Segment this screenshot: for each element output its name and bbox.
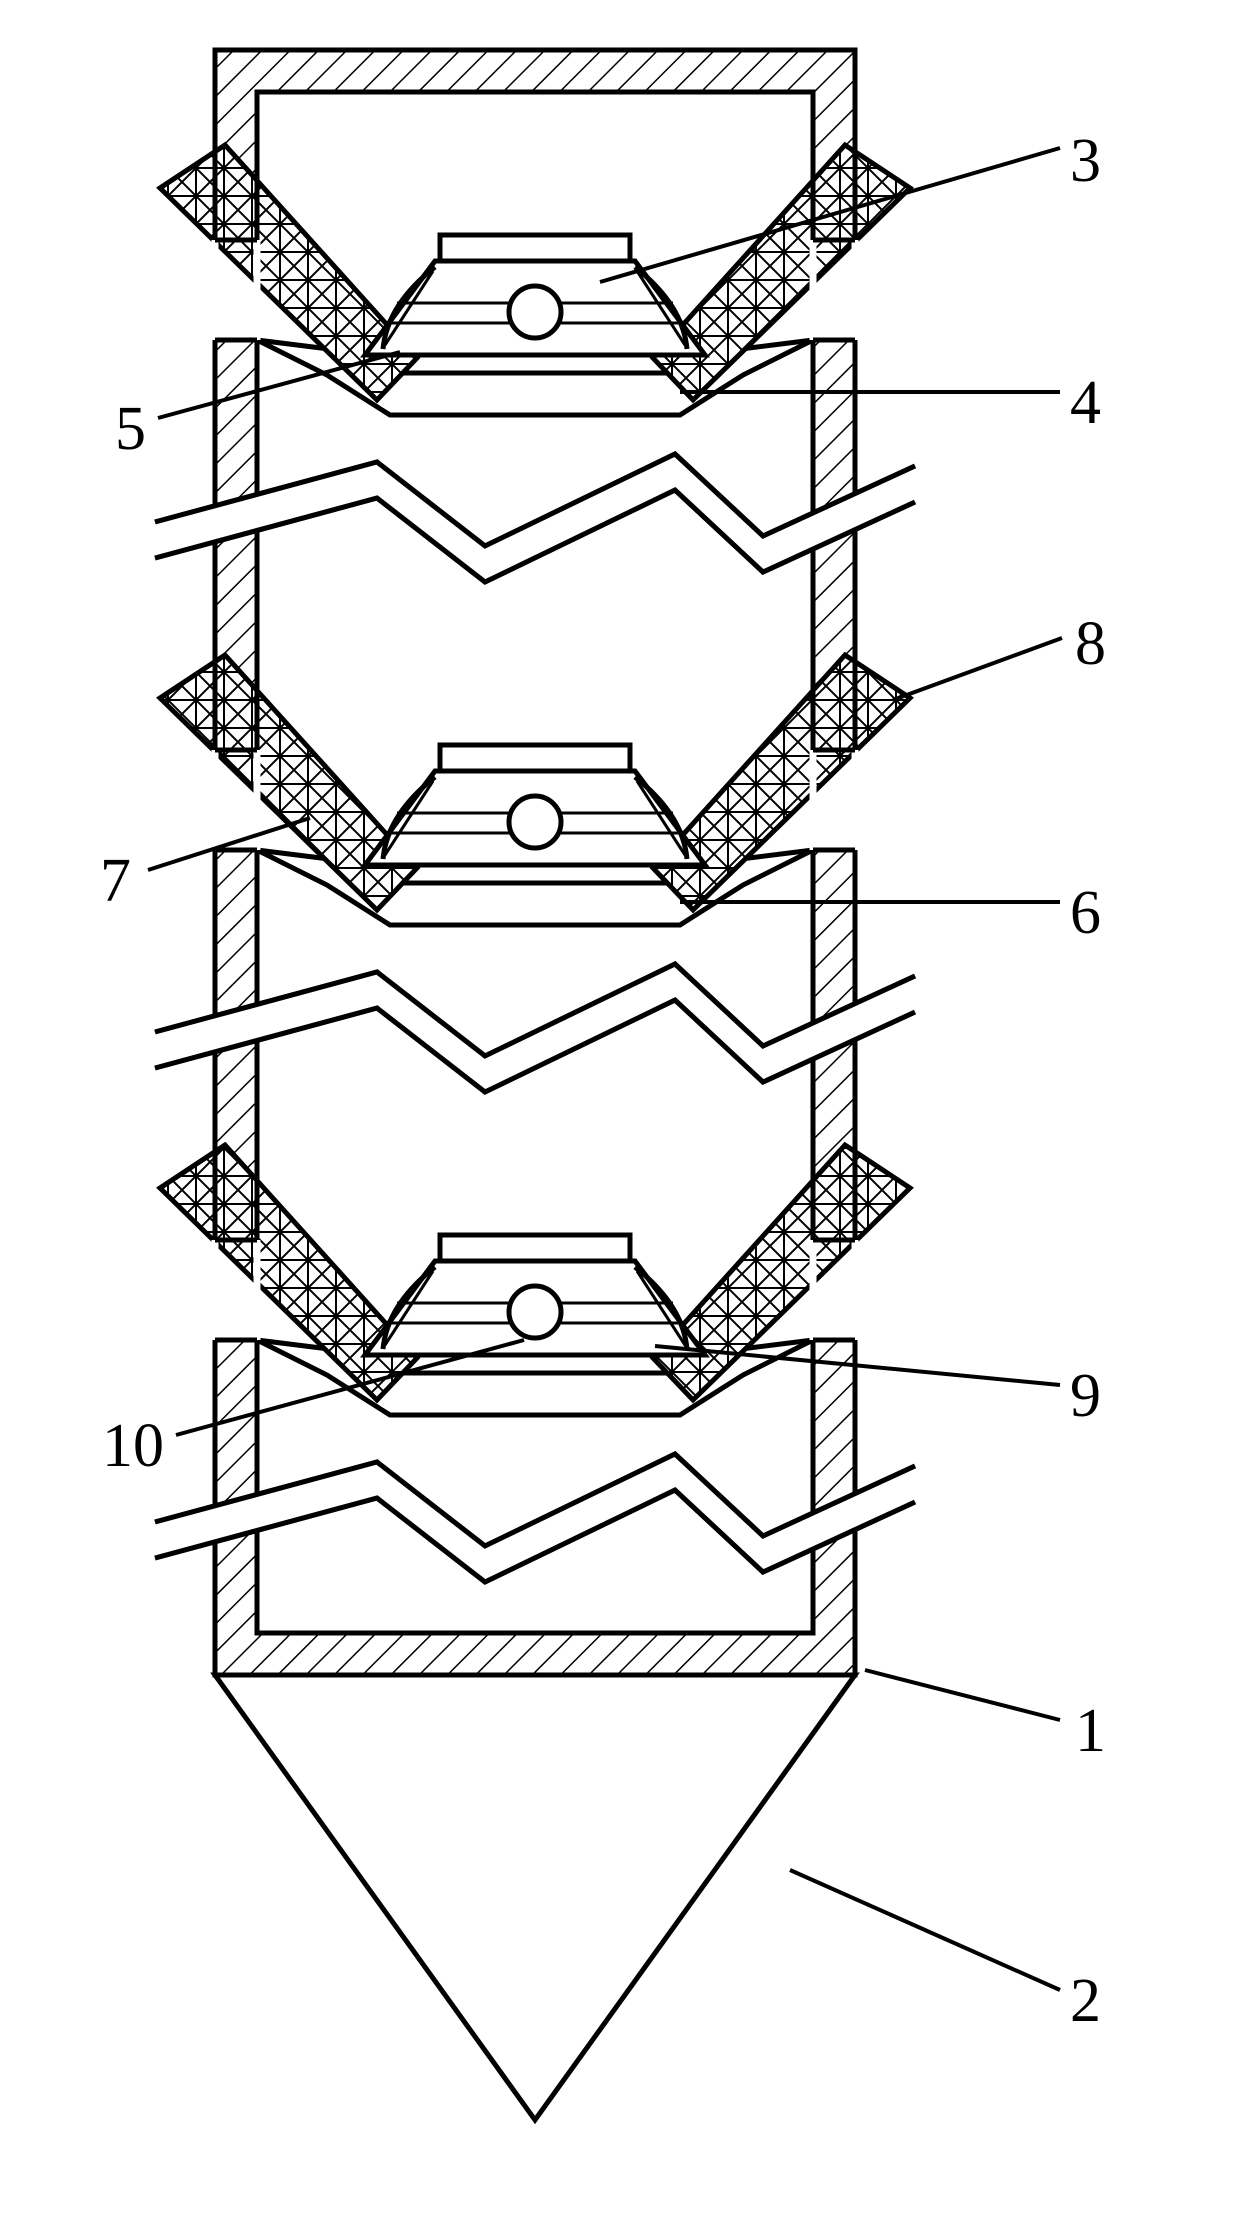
callout-7: 7 [100, 850, 131, 912]
callout-2: 2 [1070, 1970, 1101, 2032]
callout-6: 6 [1070, 882, 1101, 944]
callout-10: 10 [102, 1415, 164, 1477]
callout-5: 5 [115, 398, 146, 460]
diagram-svg [0, 0, 1240, 2222]
callout-9: 9 [1070, 1365, 1101, 1427]
callout-3: 3 [1070, 130, 1101, 192]
callout-8: 8 [1075, 613, 1106, 675]
diagram-canvas: 3 4 5 8 7 6 9 10 1 2 [0, 0, 1240, 2222]
callout-4: 4 [1070, 372, 1101, 434]
callout-1: 1 [1075, 1700, 1106, 1762]
